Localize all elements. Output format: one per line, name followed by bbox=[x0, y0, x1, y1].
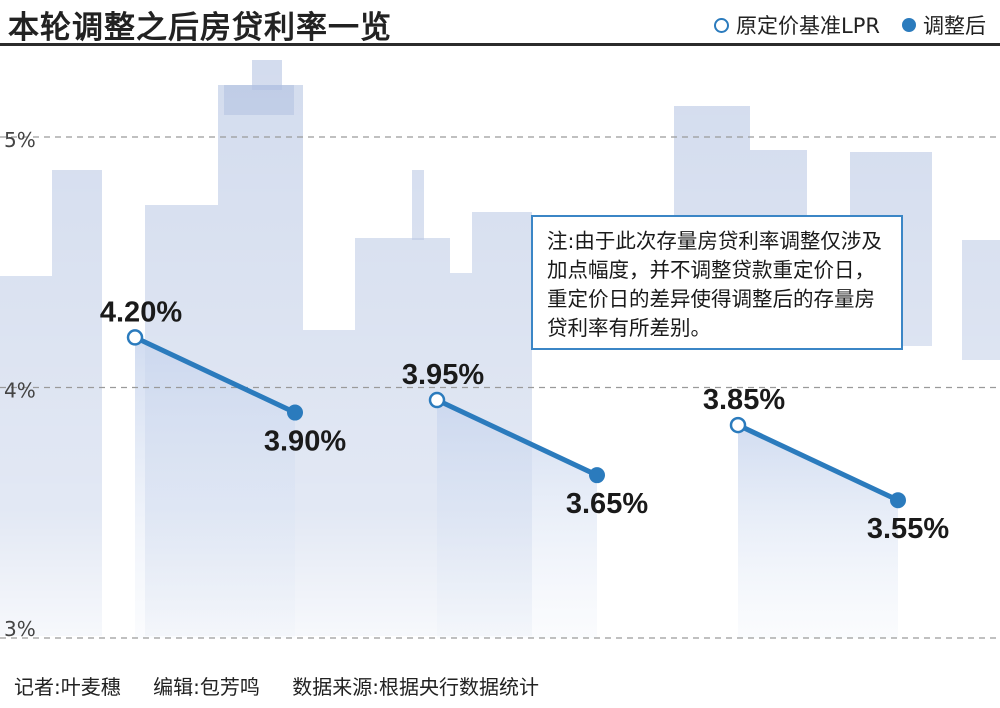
legend: 原定价基准LPR 调整后 bbox=[692, 10, 986, 40]
original-value-label: 3.95% bbox=[402, 359, 484, 391]
chart-title: 本轮调整之后房贷利率一览 bbox=[8, 10, 392, 46]
gridlines: 3% 4% 5% bbox=[0, 128, 1000, 641]
original-point bbox=[126, 329, 144, 346]
legend-label-adjusted: 调整后 bbox=[923, 14, 986, 38]
y-tick-label: 5% bbox=[4, 128, 36, 152]
legend-item-adjusted: 调整后 bbox=[902, 10, 986, 40]
adjusted-point bbox=[890, 492, 906, 509]
original-value-label: 3.85% bbox=[703, 384, 785, 416]
rate-segment bbox=[736, 422, 900, 503]
original-point bbox=[428, 391, 446, 409]
rate-segment bbox=[133, 335, 297, 415]
adjusted-point bbox=[589, 467, 605, 484]
rate-lines bbox=[126, 329, 906, 509]
footer: 记者:叶麦穗 编辑:包芳鸣 数据来源:根据央行数据统计 bbox=[14, 671, 565, 700]
data-labels: 4.20% 3.90% 3.95% 3.65% 3.85% 3.55% bbox=[100, 296, 949, 545]
adjusted-value-label: 3.65% bbox=[566, 488, 648, 520]
drop-shading bbox=[135, 337, 898, 638]
filled-circle-icon bbox=[902, 18, 916, 32]
adjusted-point bbox=[287, 404, 303, 421]
y-tick-label: 4% bbox=[4, 379, 36, 403]
title-underline bbox=[0, 43, 1000, 46]
legend-item-original: 原定价基准LPR bbox=[714, 10, 880, 40]
footer-editor: 编辑:包芳鸣 bbox=[153, 675, 260, 699]
drop-shade bbox=[437, 400, 597, 638]
legend-label-original: 原定价基准LPR bbox=[736, 14, 880, 38]
note-callout: 注:由于此次存量房贷利率调整仅涉及加点幅度，并不调整贷款重定价日，重定价日的差异… bbox=[531, 215, 903, 350]
rate-segment bbox=[435, 397, 599, 478]
original-point bbox=[729, 416, 747, 434]
footer-reporter: 记者:叶麦穗 bbox=[14, 675, 121, 699]
original-value-label: 4.20% bbox=[100, 296, 182, 328]
adjusted-value-label: 3.90% bbox=[264, 426, 346, 458]
header: 本轮调整之后房贷利率一览 原定价基准LPR 调整后 bbox=[0, 0, 1000, 46]
drop-shade bbox=[738, 425, 898, 638]
drop-shade bbox=[135, 337, 295, 638]
open-circle-icon bbox=[714, 17, 730, 33]
y-tick-label: 3% bbox=[4, 617, 36, 641]
adjusted-value-label: 3.55% bbox=[867, 513, 949, 545]
footer-source: 数据来源:根据央行数据统计 bbox=[292, 675, 539, 699]
